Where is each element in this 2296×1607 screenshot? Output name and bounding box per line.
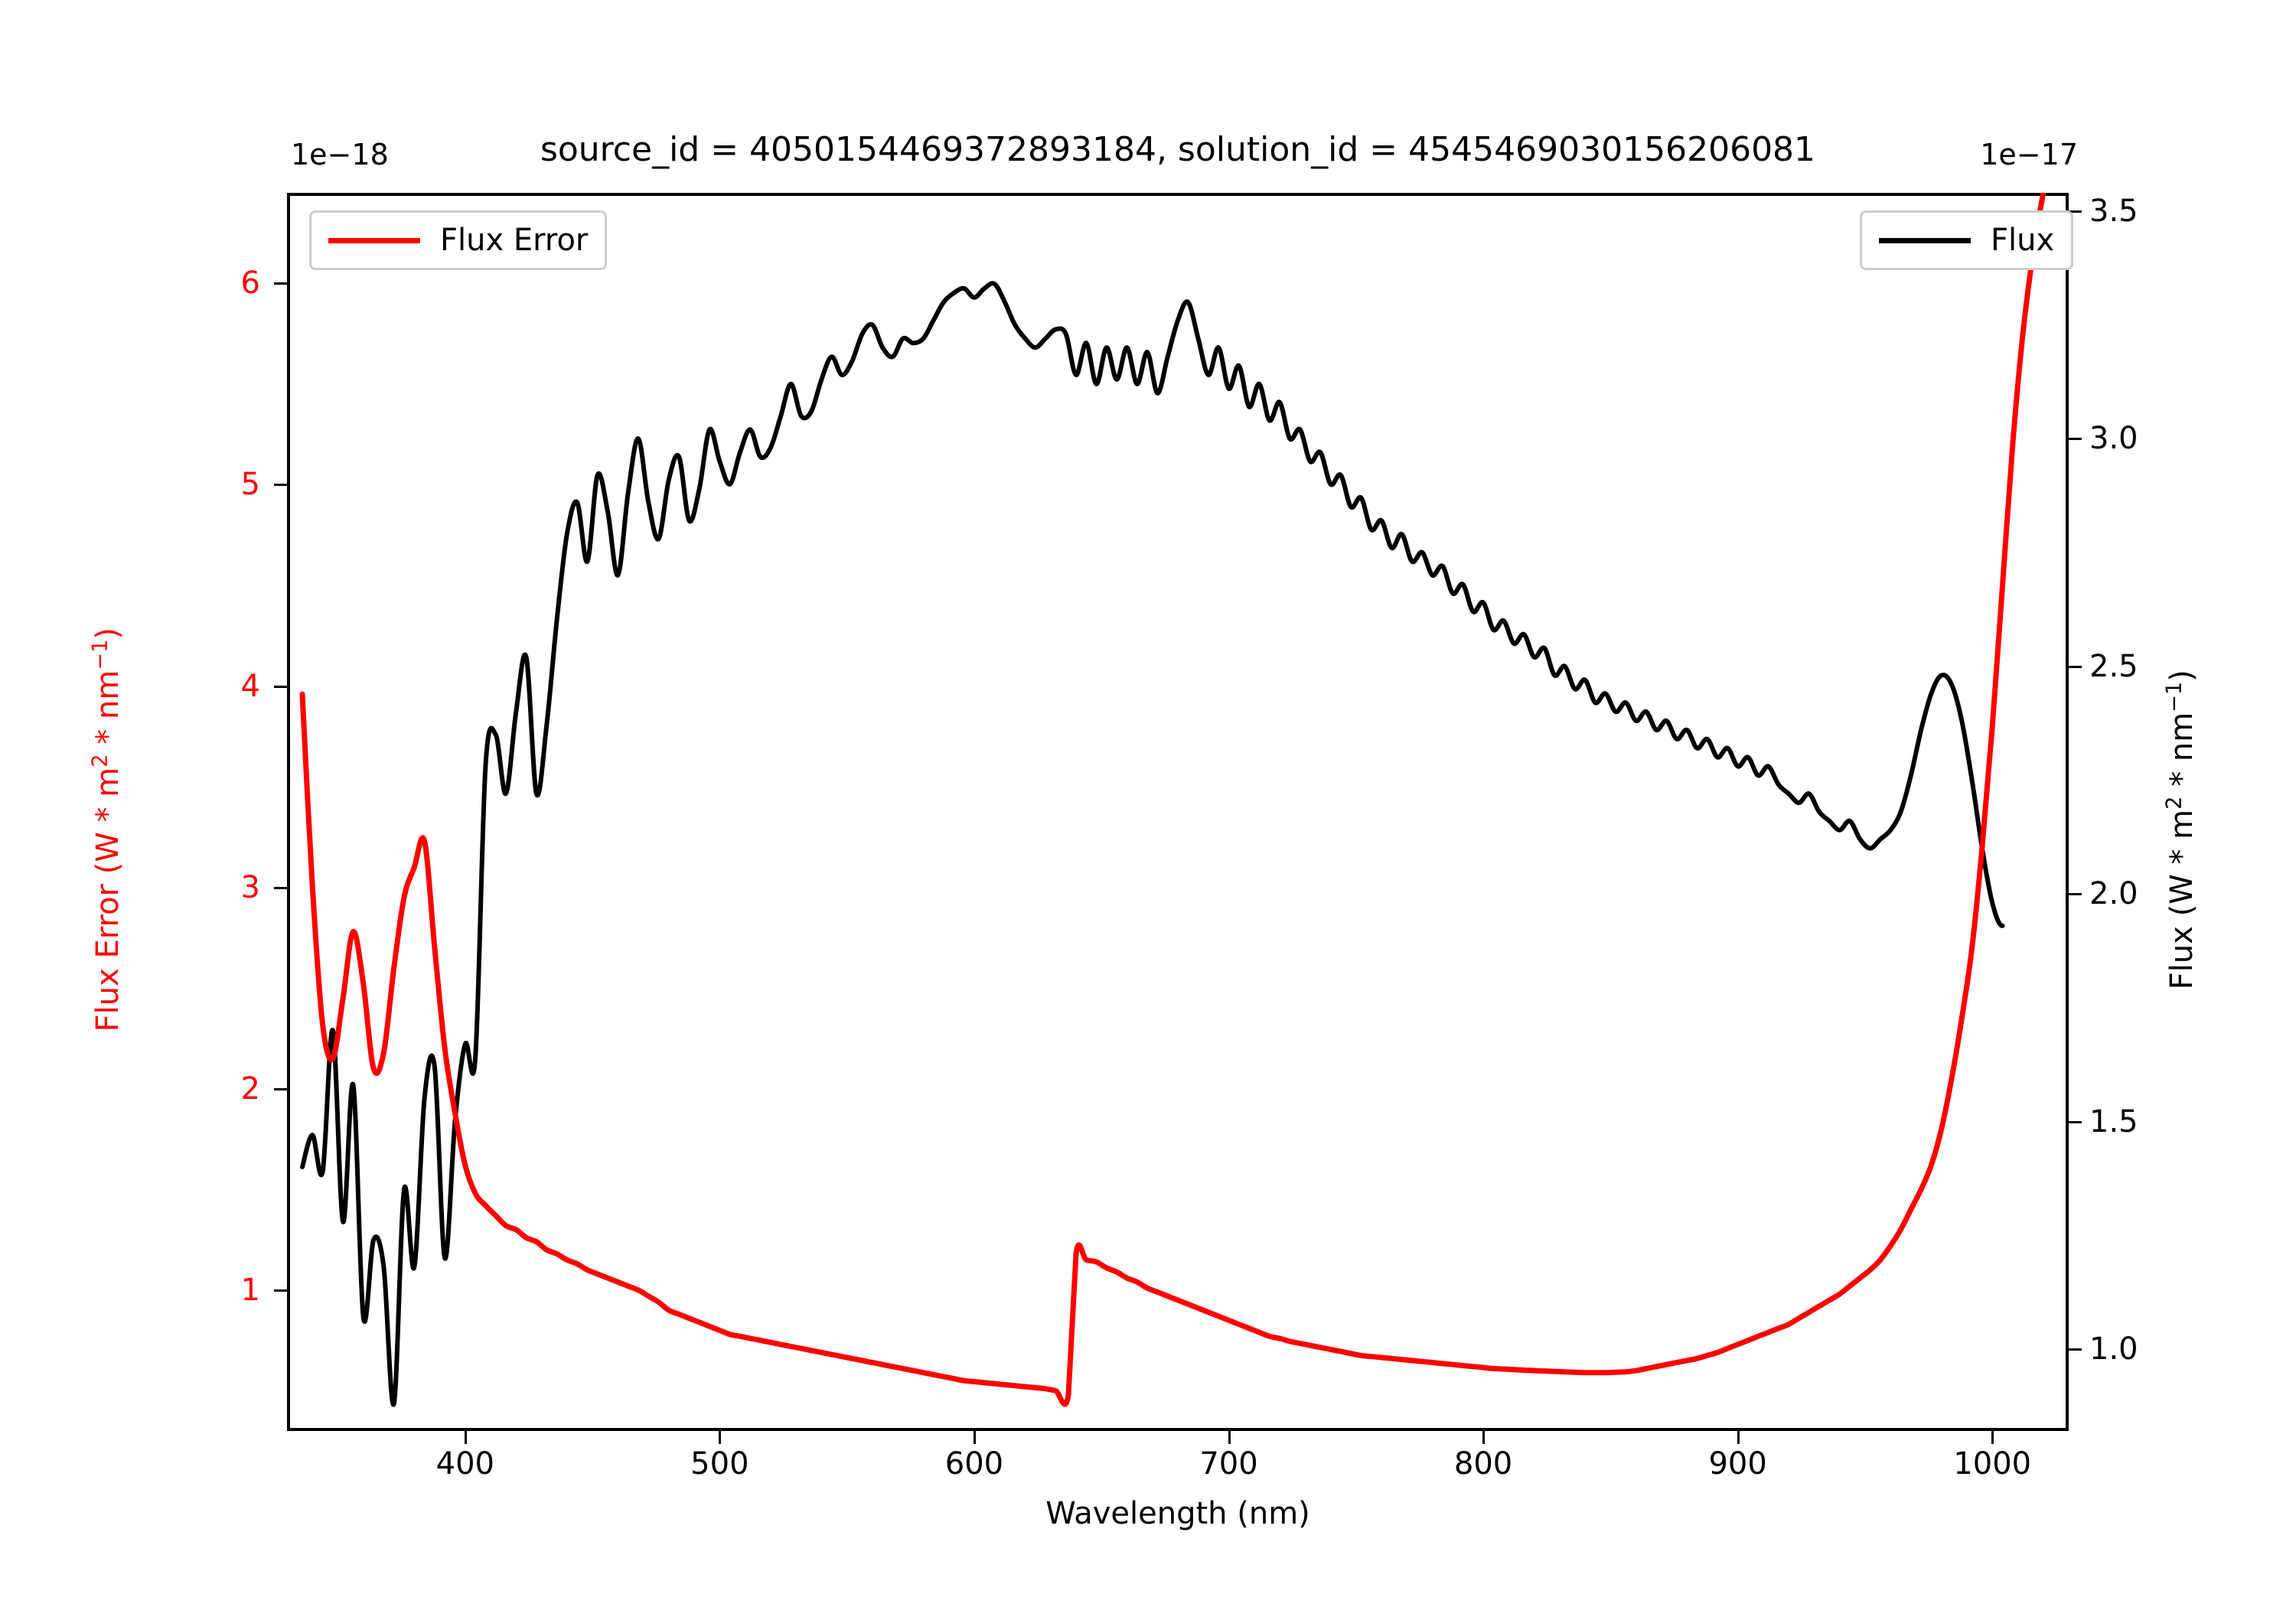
y-tick-mark-left bbox=[274, 484, 287, 487]
plot-area bbox=[287, 193, 2069, 1431]
legend-flux-error-label: Flux Error bbox=[440, 223, 589, 258]
y-tick-mark-left bbox=[274, 1087, 287, 1090]
x-tick-label: 600 bbox=[944, 1446, 1004, 1482]
x-tick-label: 700 bbox=[1199, 1446, 1258, 1482]
y-tick-label-right: 2.5 bbox=[2089, 648, 2138, 684]
legend-flux-error[interactable]: Flux Error bbox=[309, 210, 608, 270]
legend-flux-label: Flux bbox=[1991, 223, 2055, 258]
y-tick-label-left: 4 bbox=[240, 668, 260, 704]
y-tick-label-left: 1 bbox=[240, 1272, 260, 1308]
x-tick-mark bbox=[464, 1431, 467, 1444]
left-axis-offset-text: 1e−18 bbox=[291, 138, 389, 171]
x-tick-label: 900 bbox=[1708, 1446, 1767, 1482]
x-tick-label: 500 bbox=[690, 1446, 749, 1482]
x-tick-label: 800 bbox=[1453, 1446, 1513, 1482]
y-tick-mark-right bbox=[2069, 1120, 2082, 1123]
y-tick-label-right: 1.0 bbox=[2089, 1331, 2138, 1367]
y-tick-label-right: 1.5 bbox=[2089, 1103, 2138, 1139]
x-tick-label: 1000 bbox=[1953, 1446, 2032, 1482]
left-y-axis-label: Flux Error (W * m2 * nm−1) bbox=[89, 485, 126, 1174]
right-axis-offset-text: 1e−17 bbox=[1980, 138, 2078, 171]
y-tick-mark-right bbox=[2069, 665, 2082, 668]
y-tick-mark-left bbox=[274, 282, 287, 285]
x-tick-mark bbox=[1228, 1431, 1231, 1444]
legend-flux-swatch bbox=[1879, 237, 1971, 243]
legend-flux-error-swatch bbox=[328, 237, 420, 243]
y-tick-mark-right bbox=[2069, 893, 2082, 896]
y-tick-label-right: 3.0 bbox=[2089, 421, 2138, 457]
y-tick-mark-left bbox=[274, 685, 287, 688]
legend-flux[interactable]: Flux bbox=[1860, 210, 2074, 270]
x-tick-label: 400 bbox=[435, 1446, 494, 1482]
right-y-axis-label-text: Flux (W * m2 * nm−1) bbox=[2162, 670, 2200, 990]
y-tick-label-left: 5 bbox=[240, 467, 260, 503]
x-axis-label: Wavelength (nm) bbox=[1045, 1496, 1310, 1531]
x-tick-mark bbox=[1737, 1431, 1740, 1444]
y-tick-mark-left bbox=[274, 886, 287, 889]
page-title: source_id = 4050154469372893184, solutio… bbox=[540, 130, 1816, 169]
right-y-axis-label: Flux (W * m2 * nm−1) bbox=[2163, 485, 2200, 1174]
x-tick-mark bbox=[1991, 1431, 1994, 1444]
x-tick-mark bbox=[719, 1431, 722, 1444]
y-tick-label-left: 3 bbox=[240, 869, 260, 905]
y-tick-mark-left bbox=[274, 1289, 287, 1292]
x-tick-mark bbox=[973, 1431, 976, 1444]
y-tick-mark-right bbox=[2069, 210, 2082, 213]
y-tick-mark-right bbox=[2069, 438, 2082, 441]
y-tick-label-right: 3.5 bbox=[2089, 193, 2138, 229]
y-tick-label-left: 2 bbox=[240, 1071, 260, 1107]
y-tick-label-right: 2.0 bbox=[2089, 876, 2138, 912]
y-tick-mark-right bbox=[2069, 1348, 2082, 1351]
y-tick-label-left: 6 bbox=[240, 266, 260, 302]
left-y-axis-label-text: Flux Error (W * m2 * nm−1) bbox=[88, 627, 126, 1032]
x-tick-mark bbox=[1482, 1431, 1486, 1444]
